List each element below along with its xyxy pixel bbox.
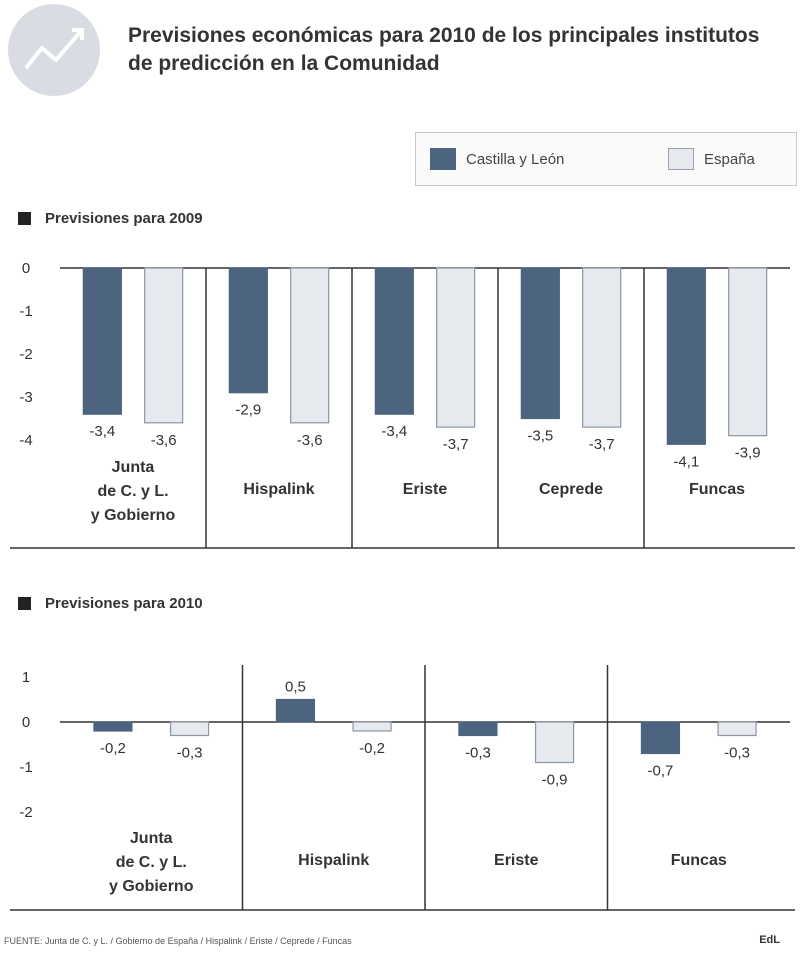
section-marker-2009 (18, 212, 31, 225)
data-label: -0,3 (724, 745, 750, 762)
y-tick-label: -1 (19, 303, 32, 320)
y-tick-label: -4 (19, 432, 32, 449)
data-label: -3,7 (589, 436, 615, 453)
category-label: Ceprede (539, 481, 603, 498)
bar-castilla (666, 267, 706, 445)
legend-item-espana: España (668, 147, 755, 171)
data-label: -0,2 (100, 740, 126, 757)
chart-title: Previsiones económicas para 2010 de los … (128, 24, 760, 75)
category-label: Funcas (689, 481, 745, 498)
bar-espana (144, 267, 184, 424)
bar-espana (436, 267, 476, 428)
data-label: -2,9 (235, 402, 261, 419)
data-label: -0,3 (465, 745, 491, 762)
data-label: -3,9 (735, 445, 761, 462)
data-label: -0,2 (359, 740, 385, 757)
y-tick-label: -1 (19, 759, 32, 776)
section-label-2009: Previsiones para 2009 (18, 210, 203, 227)
data-label: -0,7 (647, 763, 673, 780)
legend-item-castilla: Castilla y León (430, 147, 564, 171)
category-label: Eriste (403, 481, 448, 498)
category-label: Eriste (494, 852, 539, 869)
y-tick-label: 1 (22, 669, 30, 686)
bar-castilla (458, 721, 498, 737)
data-label: -0,3 (177, 745, 203, 762)
y-tick-label: 0 (22, 714, 30, 731)
category-label: Hispalink (243, 481, 314, 498)
section-label-2010: Previsiones para 2010 (18, 595, 203, 612)
data-label: -3,4 (381, 423, 407, 440)
bar-espana (582, 267, 622, 428)
bar-espana (169, 721, 210, 737)
data-label: -3,6 (151, 432, 177, 449)
data-label: -0,9 (542, 772, 568, 789)
section-title-2010: Previsiones para 2010 (45, 595, 203, 612)
chart-2009: 0 -1 -2 -3 -4 -3,4 -3,6 Junta de C. y L. y Gobier… (10, 260, 795, 549)
bar-espana (290, 267, 330, 424)
bar-castilla (640, 721, 681, 755)
bar-castilla (93, 721, 133, 732)
data-label: -3,5 (527, 428, 553, 445)
bar-espana (352, 721, 392, 732)
bar-castilla (520, 267, 560, 420)
data-label: -4,1 (673, 453, 699, 470)
section-title-2009: Previsiones para 2009 (45, 210, 203, 227)
category-label: de C. y L. (97, 483, 168, 500)
category-label: Hispalink (298, 852, 369, 869)
chart-trend-logo-icon (8, 4, 100, 96)
data-label: 0,5 (285, 679, 306, 696)
section-marker-2010 (18, 597, 31, 610)
trend-line-icon (24, 28, 84, 70)
y-tick-label: -2 (19, 804, 32, 821)
legend: Castilla y León España (415, 132, 797, 186)
legend-label-espana: España (704, 150, 755, 168)
publisher-mark: EdL (759, 934, 780, 946)
bar-espana (728, 267, 768, 437)
bar-castilla (82, 267, 122, 415)
y-tick-label: -2 (19, 346, 32, 363)
legend-label-castilla: Castilla y León (466, 150, 565, 168)
y-tick-label: -3 (19, 389, 32, 406)
legend-swatch-espana (668, 148, 694, 170)
data-label: -3,7 (443, 436, 469, 453)
bar-castilla (374, 267, 414, 415)
category-label: Funcas (671, 852, 727, 869)
category-label: y Gobierno (109, 878, 194, 895)
chart-2010: 1 0 -1 -2 -0,2 -0,3 Junta de C. y L. y Gobierno 0… (10, 665, 795, 911)
bar-castilla (228, 267, 268, 394)
category-label: Junta (130, 830, 173, 847)
source-note: FUENTE: Junta de C. y L. / Gobierno de E… (4, 936, 352, 946)
category-label: de C. y L. (116, 854, 187, 871)
bar-castilla (275, 698, 316, 723)
category-label: Junta (112, 459, 155, 476)
category-label: y Gobierno (91, 507, 176, 524)
bar-espana (534, 721, 575, 764)
data-label: -3,6 (297, 432, 323, 449)
bar-espana (717, 721, 757, 737)
legend-swatch-castilla (430, 148, 456, 170)
data-label: -3,4 (89, 423, 115, 440)
y-tick-label: 0 (22, 260, 30, 277)
